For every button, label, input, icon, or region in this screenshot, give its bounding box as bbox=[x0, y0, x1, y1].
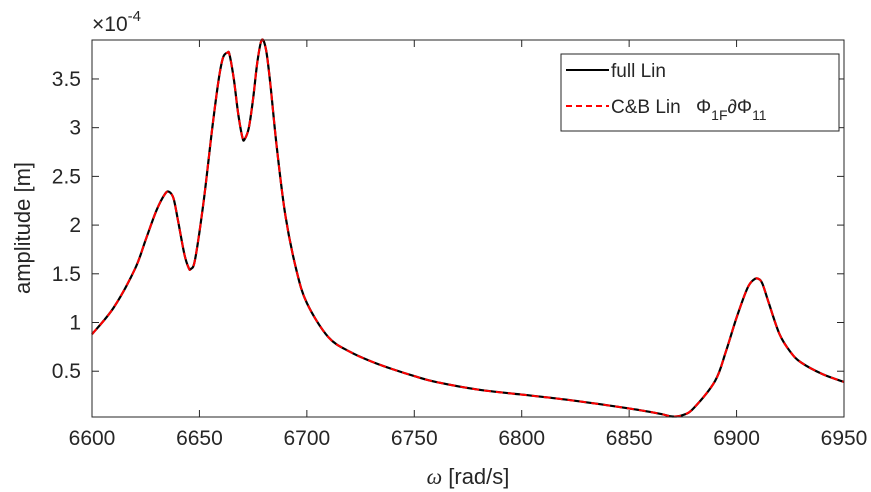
x-tick-label: 6900 bbox=[713, 427, 760, 450]
series-cb-lin bbox=[91, 38, 845, 418]
legend-label-cb-lin: C&B Lin Φ1F∂Φ11 bbox=[611, 97, 767, 123]
x-axis-symbol: ω bbox=[427, 464, 443, 489]
axes-box bbox=[91, 39, 845, 418]
y-tick-label: 3.5 bbox=[52, 68, 81, 91]
y-tick-label: 0.5 bbox=[52, 360, 81, 383]
x-tick-label: 6650 bbox=[176, 427, 223, 450]
x-tick-label: 6850 bbox=[606, 427, 653, 450]
x-tick-label: 6600 bbox=[69, 427, 116, 450]
exponent-base: ×10 bbox=[92, 13, 128, 36]
y-exponent-label: ×10-4 bbox=[92, 8, 141, 36]
x-tick-label: 6750 bbox=[391, 427, 438, 450]
y-tick-label: 2.5 bbox=[52, 165, 81, 188]
exponent-power: -4 bbox=[128, 8, 141, 25]
legend: full Lin C&B Lin Φ1F∂Φ11 bbox=[560, 53, 840, 132]
y-tick-label: 3 bbox=[69, 117, 81, 140]
series-layer bbox=[91, 38, 845, 418]
tick-layer: 6600 6650 6700 6750 6800 6850 6900 6950 0.5 1 1.5 2… bbox=[52, 40, 868, 450]
x-axis-unit: [rad/s] bbox=[442, 464, 509, 489]
x-tick-label: 6950 bbox=[821, 427, 868, 450]
x-axis-label: ω [rad/s] bbox=[427, 464, 510, 489]
y-tick-label: 1 bbox=[69, 312, 81, 335]
legend-label-full-lin: full Lin bbox=[611, 61, 666, 82]
x-tick-label: 6700 bbox=[283, 427, 330, 450]
y-tick-label: 2 bbox=[69, 214, 81, 237]
y-tick-label: 1.5 bbox=[52, 263, 81, 286]
legend-box bbox=[560, 53, 840, 132]
y-axis-label: amplitude [m] bbox=[10, 162, 35, 294]
x-tick-label: 6800 bbox=[498, 427, 545, 450]
